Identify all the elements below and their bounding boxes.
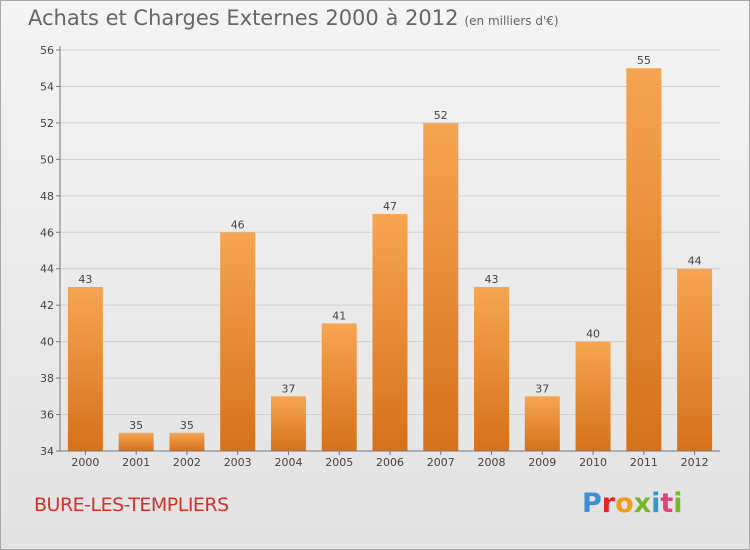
data-label: 43: [78, 273, 92, 286]
bar: [270, 396, 306, 451]
y-tick-label: 56: [40, 44, 54, 57]
x-tick-label: 2001: [122, 456, 150, 469]
bar: [67, 286, 103, 451]
x-tick-label: 2000: [71, 456, 99, 469]
y-tick-label: 48: [40, 190, 54, 203]
y-tick-label: 46: [40, 226, 54, 239]
logo-letter: o: [615, 488, 634, 519]
data-label: 46: [231, 218, 245, 231]
logo-letter: r: [601, 488, 616, 519]
bar: [626, 68, 662, 452]
labels: 34 36 38 40 42 44 46 48 50 52 54 56 43 2000 35 2001 35 20…: [40, 44, 709, 469]
y-tick-label: 42: [40, 299, 54, 312]
x-tick-label: 2008: [478, 456, 506, 469]
logo-letter: P: [582, 488, 602, 519]
x-tick-label: 2009: [528, 456, 556, 469]
bar: [423, 122, 459, 451]
data-label: 47: [383, 200, 397, 213]
y-tick-label: 34: [40, 445, 54, 458]
logo-letter: t: [660, 488, 674, 519]
data-label: 52: [434, 109, 448, 122]
y-tick-label: 54: [40, 80, 54, 93]
commune-name: BURE-LES-TEMPLIERS: [34, 494, 229, 516]
bar: [321, 323, 357, 451]
x-tick-label: 2003: [224, 456, 252, 469]
chart-title-text: Achats et Charges Externes 2000 à 2012: [28, 6, 459, 30]
x-tick-label: 2010: [579, 456, 607, 469]
y-tick-label: 50: [40, 153, 54, 166]
x-tick-label: 2012: [681, 456, 709, 469]
data-label: 55: [637, 54, 651, 67]
data-label: 35: [180, 419, 194, 432]
bar: [169, 432, 205, 451]
data-label: 43: [485, 273, 499, 286]
bar: [677, 268, 713, 451]
logo-letter: x: [633, 488, 652, 519]
bar: [575, 341, 611, 451]
data-label: 37: [535, 382, 549, 395]
data-label: 37: [281, 382, 295, 395]
data-label: 44: [688, 255, 702, 268]
data-label: 41: [332, 309, 346, 322]
bars: [67, 68, 713, 452]
y-tick-label: 44: [40, 263, 54, 276]
y-tick-label: 36: [40, 409, 54, 422]
chart-subtitle: (en milliers d'€): [464, 14, 559, 28]
bar: [220, 232, 256, 451]
x-tick-label: 2002: [173, 456, 201, 469]
y-tick-label: 52: [40, 117, 54, 130]
x-tick-label: 2007: [427, 456, 455, 469]
x-tick-label: 2004: [274, 456, 302, 469]
data-label: 40: [586, 328, 600, 341]
logo-letter: i: [673, 488, 683, 519]
x-tick-label: 2011: [630, 456, 658, 469]
y-tick-label: 38: [40, 372, 54, 385]
bar: [372, 214, 408, 451]
x-tick-label: 2005: [325, 456, 353, 469]
bar: [474, 286, 510, 451]
logo-letter: i: [651, 488, 661, 519]
proxiti-logo[interactable]: Proxiti: [582, 488, 683, 519]
chart-title: Achats et Charges Externes 2000 à 2012 (e…: [28, 6, 559, 30]
y-tick-label: 40: [40, 336, 54, 349]
axes: [56, 46, 720, 455]
bar: [524, 396, 560, 451]
bar: [118, 432, 154, 451]
data-label: 35: [129, 419, 143, 432]
x-tick-label: 2006: [376, 456, 404, 469]
